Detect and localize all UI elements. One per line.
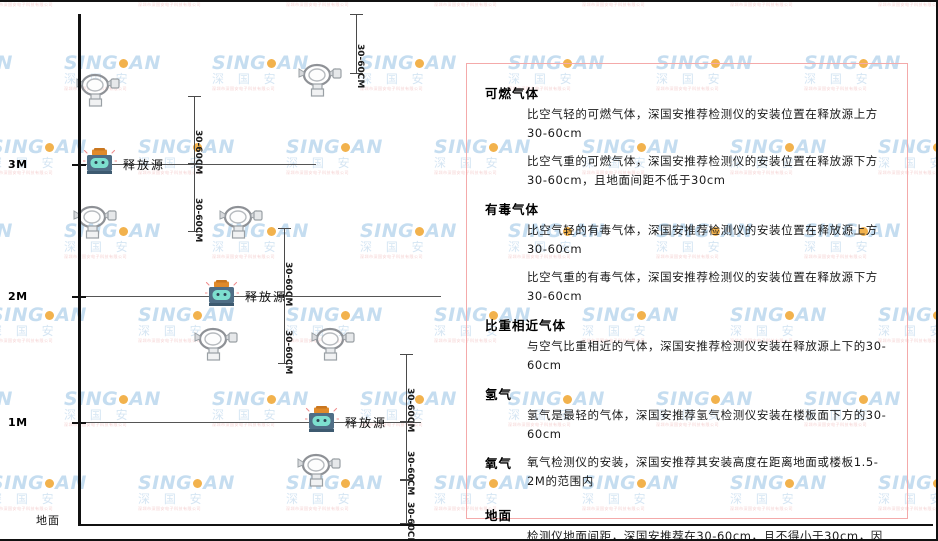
panel-section: 有毒气体比空气轻的有毒气体，深国安推荐检测仪的安装位置在释放源上方30-60cm…: [485, 199, 891, 306]
panel-section-heading: 氢气: [485, 387, 513, 402]
gas-detector-icon: [193, 322, 239, 362]
panel-section-paragraph: 与空气比重相近的气体，深国安推荐检测仪安装在释放源上下的30-60cm: [527, 339, 887, 372]
guidelines-panel: 可燃气体比空气轻的可燃气体，深国安推荐检测仪的安装位置在释放源上方30-60cm…: [466, 63, 908, 541]
level-label-2m: 2M: [8, 290, 28, 303]
axis-tick-2m: [72, 296, 86, 298]
panel-section-paragraph: 氧气检测仪的安装，深国安推荐其安装高度在距离地面或楼板1.5-2M的范围内: [527, 455, 879, 488]
dimension-label: 30-60CM: [405, 502, 415, 541]
dimension-chain: 30-60CM: [188, 96, 203, 174]
panel-section-heading: 可燃气体: [485, 86, 540, 101]
release-source-icon: [82, 148, 118, 178]
release-source-label: 释放源: [245, 290, 288, 304]
panel-section-paragraph: 比空气重的可燃气体，深国安推荐检测仪的安装位置在释放源下方30-60cm，且地面…: [527, 154, 878, 187]
panel-section-paragraph: 比空气轻的有毒气体，深国安推荐检测仪的安装位置在释放源上方30-60cm: [527, 223, 878, 256]
panel-section-heading: 氧气: [485, 456, 513, 471]
panel-section-paragraph: 氢气是最轻的气体，深国安推荐氢气检测仪安装在楼板面下方的30-60cm: [527, 408, 887, 441]
dimension-chain: 30-60CM: [400, 480, 415, 541]
dimension-chain: 30-60CM: [350, 14, 365, 88]
gas-detector-icon: [297, 58, 343, 98]
panel-section: 可燃气体比空气轻的可燃气体，深国安推荐检测仪的安装位置在释放源上方30-60cm…: [485, 83, 891, 190]
panel-section: 地面检测仪地面间距，深国安推荐在30-60cm，且不得小于30cm，因为过低容易…: [485, 505, 891, 541]
dimension-chain: 30-60CM: [188, 164, 203, 242]
gas-detector-icon: [218, 200, 264, 240]
level-line-1m: [81, 422, 421, 423]
axis-tick-3m: [72, 164, 86, 166]
release-source-label: 释放源: [345, 416, 388, 430]
ground-line: [78, 524, 933, 526]
ground-label: 地面: [36, 514, 60, 527]
panel-section: 氢气 氢气是最轻的气体，深国安推荐氢气检测仪安装在楼板面下方的30-60cm: [485, 384, 891, 444]
dimension-chain: 30-60CM: [278, 228, 293, 306]
dimension-label: 30-60CM: [355, 44, 365, 89]
dimension-label: 30-60CM: [283, 330, 293, 375]
gas-detector-icon: [75, 68, 121, 108]
release-source-icon: [304, 406, 340, 436]
frame-right-border: [936, 0, 938, 541]
frame-top-border: [0, 0, 938, 2]
dimension-label: 30-60CM: [193, 198, 203, 243]
panel-section-heading: 有毒气体: [485, 202, 540, 217]
level-label-3m: 3M: [8, 158, 28, 171]
panel-section-heading: 比重相近气体: [485, 318, 567, 333]
panel-section: 比重相近气体与空气比重相近的气体，深国安推荐检测仪安装在释放源上下的30-60c…: [485, 315, 891, 375]
dimension-chain: 30-60CM: [400, 422, 415, 495]
dimension-chain: 30-60CM: [400, 354, 415, 432]
level-line-2m: [81, 296, 441, 297]
release-source-label: 释放源: [123, 158, 166, 172]
axis-tick-1m: [72, 422, 86, 424]
panel-section-heading: 地面: [485, 508, 513, 523]
panel-section: 氧气 氧气检测仪的安装，深国安推荐其安装高度在距离地面或楼板1.5-2M的范围内: [485, 453, 891, 491]
gas-detector-icon: [310, 322, 356, 362]
level-label-1m: 1M: [8, 416, 28, 429]
vertical-height-axis: [78, 14, 81, 526]
panel-section-paragraph: 检测仪地面间距，深国安推荐在30-60cm，且不得小于30cm，因为过低容易水溅…: [527, 529, 883, 541]
gas-detector-icon: [72, 200, 118, 240]
frame-bottom-border: [0, 539, 938, 541]
dimension-chain: 30-60CM: [278, 296, 293, 374]
panel-section-paragraph: 比空气轻的可燃气体，深国安推荐检测仪的安装位置在释放源上方30-60cm: [527, 107, 878, 140]
gas-detector-icon: [296, 448, 342, 488]
panel-section-paragraph: 比空气重的有毒气体，深国安推荐检测仪的安装位置在释放源下方30-60cm: [527, 270, 878, 303]
release-source-icon: [204, 280, 240, 310]
